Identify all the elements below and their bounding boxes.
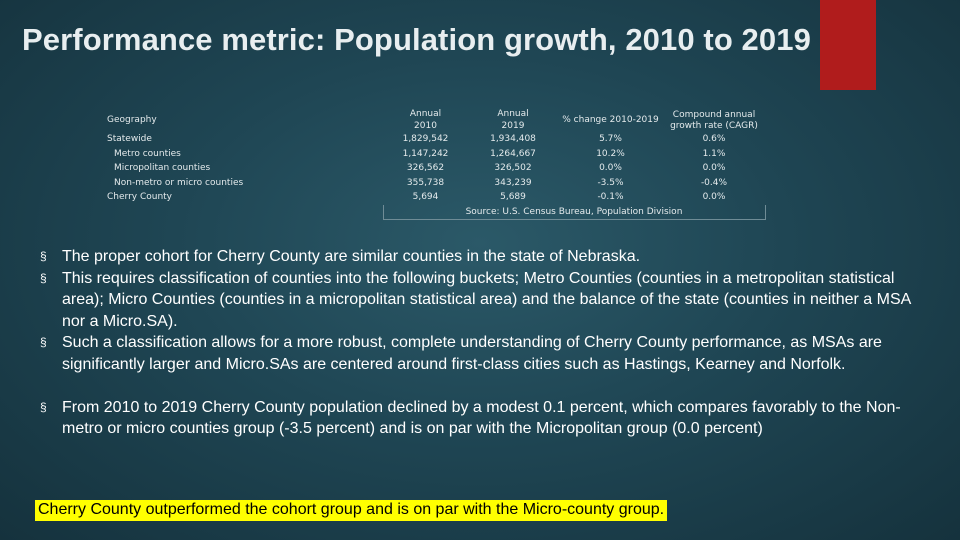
cell-2010: 355,738 <box>406 177 445 188</box>
header-geography: Geography <box>107 114 157 125</box>
slide-title: Performance metric: Population growth, 2… <box>22 22 811 57</box>
bullet-text: The proper cohort for Cherry County are … <box>62 248 641 265</box>
bullet-item: § From 2010 to 2019 Cherry County popula… <box>40 397 930 440</box>
cell-pct-change: -0.1% <box>597 192 624 202</box>
bullet-marker-icon: § <box>40 249 47 263</box>
accent-bar <box>820 0 876 90</box>
cell-2019: 326,502 <box>494 163 532 173</box>
bullet-marker-icon: § <box>40 270 47 285</box>
population-table: Geography Annual 2010 Annual 2019 % change… <box>103 108 766 231</box>
cell-pct-change: 0.0% <box>599 163 622 173</box>
table-row: Cherry County 5,694 5,689 -0.1% 0.0% <box>103 190 765 205</box>
cell-cagr: 0.0% <box>702 192 726 202</box>
table-source: Source: U.S. Census Bureau, Population D… <box>382 204 766 220</box>
cell-2019: 343,239 <box>494 177 532 188</box>
cell-cagr: 0.0% <box>702 163 726 173</box>
bullet-text: This requires classification of counties… <box>62 269 911 330</box>
row-label: Micropolitan counties <box>114 163 211 173</box>
cell-2010: 1,147,242 <box>402 148 449 159</box>
bullet-item: § This requires classification of counti… <box>40 268 930 333</box>
row-label: Statewide <box>107 134 152 144</box>
cell-2019: 1,934,408 <box>490 134 536 144</box>
cell-cagr: -0.4% <box>700 177 728 188</box>
cell-pct-change: 5.7% <box>599 134 622 144</box>
cell-2019: 1,264,667 <box>490 148 536 159</box>
table-source-row: Source: U.S. Census Bureau, Population D… <box>103 204 766 220</box>
row-label: Non-metro or micro counties <box>114 177 244 188</box>
row-label: Cherry County <box>107 192 173 202</box>
header-pct-change: % change 2010-2019 <box>562 115 659 125</box>
bullet-item: § The proper cohort for Cherry County ar… <box>40 246 930 268</box>
cell-2010: 326,562 <box>406 163 445 173</box>
cell-cagr: 1.1% <box>702 148 726 159</box>
table-row: Micropolitan counties 326,562 326,502 0.… <box>103 161 765 176</box>
table-row: Statewide 1,829,542 1,934,408 5.7% 0.6% <box>103 132 765 147</box>
cell-pct-change: 10.2% <box>596 148 625 159</box>
cell-pct-change: -3.5% <box>597 177 624 188</box>
header-annual-2010: Annual 2010 <box>409 109 442 131</box>
header-cagr: Compound annual growth rate (CAGR) <box>670 110 758 131</box>
table-row: Metro counties 1,147,242 1,264,667 10.2%… <box>103 147 765 162</box>
header-annual-2019: Annual 2019 <box>497 109 529 131</box>
bullet-marker-icon: § <box>40 335 47 350</box>
cell-cagr: 0.6% <box>702 134 726 144</box>
cell-2010: 1,829,542 <box>402 134 449 144</box>
table-header-row: Geography Annual 2010 Annual 2019 % change… <box>103 108 765 132</box>
bullet-item: § Such a classification allows for a mor… <box>40 332 930 375</box>
cell-2010: 5,694 <box>412 192 439 202</box>
conclusion-highlight: Cherry County outperformed the cohort gr… <box>35 500 668 521</box>
row-label: Metro counties <box>114 148 181 159</box>
bullet-text: Such a classification allows for a more … <box>62 334 882 373</box>
bullet-marker-icon: § <box>40 399 47 414</box>
cell-2019: 5,689 <box>500 192 526 202</box>
bullet-text: From 2010 to 2019 Cherry County populati… <box>62 398 901 438</box>
bullet-list: § The proper cohort for Cherry County ar… <box>40 246 930 440</box>
table-row: Non-metro or micro counties 355,738 343,… <box>103 176 765 191</box>
